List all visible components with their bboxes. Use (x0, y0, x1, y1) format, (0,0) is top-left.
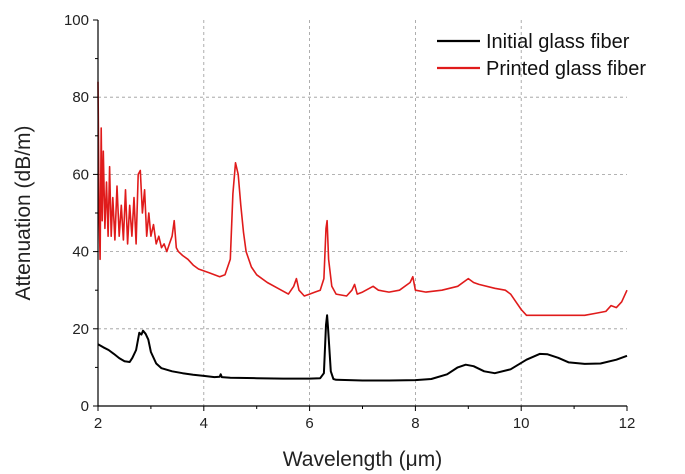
series-line-initial-glass-fiber (97, 314, 628, 382)
axes (93, 19, 628, 411)
legend-label-initial-glass-fiber: Initial glass fiber (486, 31, 630, 53)
series-lines (97, 81, 628, 382)
series-line-printed-glass-fiber (97, 81, 628, 317)
y-tick-label: 100 (64, 12, 89, 29)
y-tick-label: 20 (72, 321, 89, 338)
y-axis-title: Attenuation (dB/m) (12, 125, 35, 300)
x-tick-label: 12 (619, 415, 636, 432)
x-tick-label: 4 (200, 415, 208, 432)
x-tick-label: 8 (411, 415, 419, 432)
x-tick-label: 2 (94, 415, 102, 432)
tick-labels: 2 4 6 8 10 12 0 20 40 60 80 100 (64, 12, 635, 432)
gridlines (98, 20, 627, 406)
legend-label-printed-glass-fiber: Printed glass fiber (486, 58, 646, 80)
y-tick-label: 60 (72, 166, 89, 183)
x-axis-title: Wavelength (μm) (283, 448, 443, 471)
x-tick-label: 10 (513, 415, 530, 432)
x-tick-label: 6 (305, 415, 313, 432)
y-tick-label: 80 (72, 89, 89, 106)
y-tick-label: 0 (81, 398, 89, 415)
y-tick-label: 40 (72, 244, 89, 261)
legend: Initial glass fiber Printed glass fiber (437, 31, 646, 80)
